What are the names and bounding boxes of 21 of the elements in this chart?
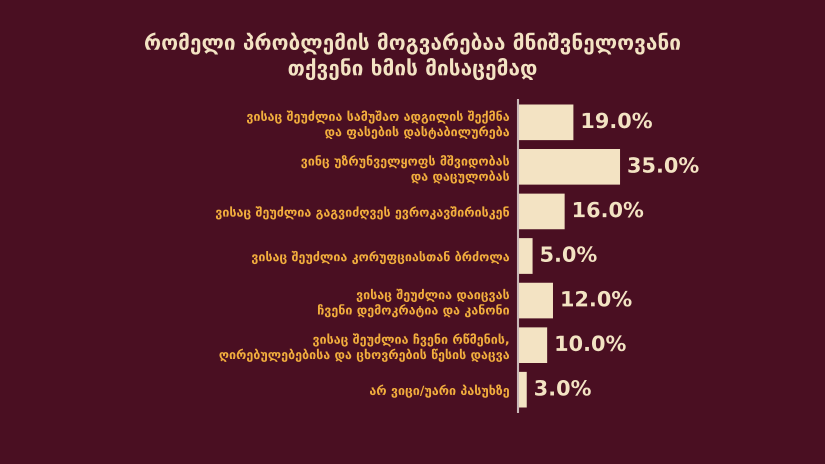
bar bbox=[518, 282, 553, 318]
data-label: 16.0% bbox=[574, 202, 644, 218]
y-tick-label: ვისაც შეუძლია კორუფციასთან ბრძოლა bbox=[252, 250, 510, 264]
data-label: 10.0% bbox=[556, 335, 626, 352]
bar bbox=[518, 327, 548, 363]
bar bbox=[518, 194, 565, 230]
y-tick-label: ვისაც შეუძლია გაგვიძღვეს ევროკავშირისკენ bbox=[216, 206, 510, 220]
y-tick-label: ვისაც შეუძლია ჩვენი რწმენის, ღირებულებებისა და ცხოვრების წესის დაცვა bbox=[219, 333, 510, 362]
bar bbox=[518, 104, 574, 140]
y-tick-label: ვისაც შეუძლია დაიცვას ჩვენი დემოკრატია და კანონი bbox=[318, 288, 510, 318]
y-tick-label: არ ვიცი/უარი პასუხზე bbox=[370, 384, 509, 398]
chart-title: რომელი პრობლემის მოგვარებაა მნიშვნელოვანი თქვენი ხმის მისაცემად bbox=[145, 32, 680, 80]
data-label: 3.0% bbox=[535, 380, 591, 396]
data-label: 5.0% bbox=[541, 246, 597, 262]
data-label: 19.0% bbox=[582, 112, 652, 128]
bar bbox=[518, 149, 620, 185]
data-label: 12.0% bbox=[562, 290, 632, 307]
data-label: 35.0% bbox=[628, 157, 699, 173]
bar bbox=[518, 238, 533, 274]
y-tick-label: ვინც უზრუნველყოფს მშვიდობას და დაცულობას bbox=[301, 155, 510, 184]
y-tick-label: ვისაც შეუძლია სამუშაო ადგილის შექმნა და ფასების დასტაბილურება bbox=[246, 110, 510, 140]
